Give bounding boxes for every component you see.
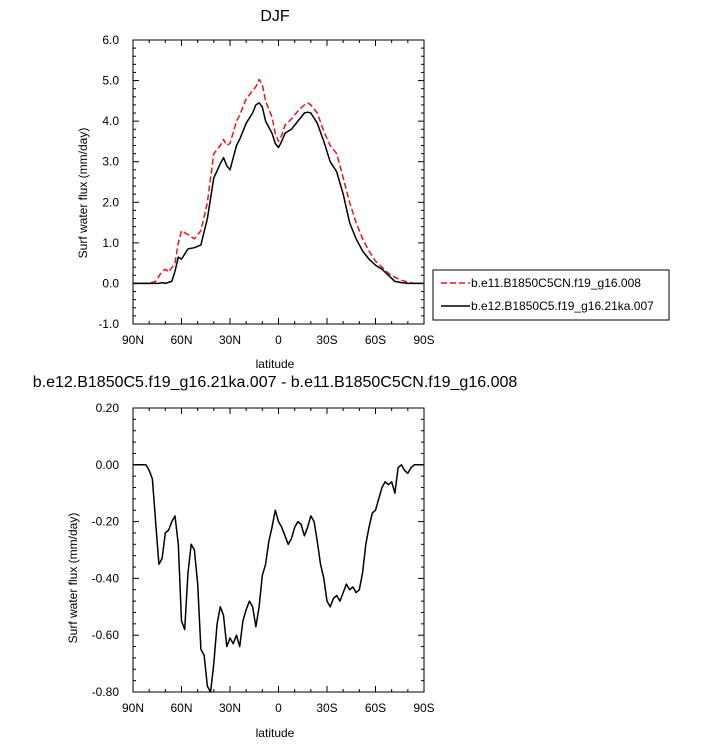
x-tick-label: 30N [219, 333, 241, 347]
y-tick-label: 6.0 [102, 33, 119, 47]
legend-entry-series-1: b.e12.B1850C5.f19_g16.21ka.007 [471, 299, 654, 313]
x-tick-label: 90S [413, 333, 434, 347]
y-tick-label: 3.0 [102, 155, 119, 169]
series-line-1 [133, 102, 424, 285]
x-tick-label: 30S [316, 333, 337, 347]
x-tick-label: 90N [122, 333, 144, 347]
x-tick-label: 90N [122, 701, 144, 715]
legend: b.e11.B1850C5CN.f19_g16.008 b.e12.B1850C… [432, 269, 670, 321]
bottom-x-axis-label: latitude [256, 726, 295, 740]
y-tick-label: -1.0 [98, 317, 119, 331]
top-x-axis-label: latitude [256, 357, 295, 371]
y-tick-label: -0.60 [92, 628, 120, 642]
y-tick-label: 4.0 [102, 114, 119, 128]
legend-entry-series-0: b.e11.B1850C5CN.f19_g16.008 [471, 276, 641, 290]
x-tick-label: 60S [365, 701, 386, 715]
y-tick-label: -0.80 [92, 685, 120, 699]
series-line-0 [133, 78, 424, 285]
x-tick-label: 0 [275, 333, 282, 347]
x-tick-label: 90S [413, 701, 434, 715]
bottom-chart-title: b.e12.B1850C5.f19_g16.21ka.007 - b.e11.B… [33, 374, 518, 391]
y-tick-label: 0.20 [96, 401, 120, 415]
y-tick-label: -0.40 [92, 571, 120, 585]
top-y-axis-label: Surf water flux (mm/day) [76, 128, 90, 259]
legend-box [432, 269, 670, 321]
plot-frame [132, 39, 425, 325]
bottom-y-axis-label: Surf water flux (mm/day) [66, 513, 80, 644]
series-line-0 [133, 464, 424, 693]
top-chart-title: DJF [260, 8, 290, 25]
bottom-plot-area: 90N 60N 30N 0 30S 60S 90S -0.80 -0.60 -0.40 -0.20 0… [92, 401, 435, 715]
y-tick-label: 1.0 [102, 236, 119, 250]
x-tick-label: 30N [219, 701, 241, 715]
y-tick-label: 0.00 [96, 458, 120, 472]
x-tick-label: 0 [275, 701, 282, 715]
y-tick-label: 5.0 [102, 74, 119, 88]
x-tick-label: 30S [316, 701, 337, 715]
plot-frame [132, 407, 425, 693]
x-tick-label: 60S [365, 333, 386, 347]
top-panel: DJF 90N 60N 30N 0 30S 60S 90S -1.0 0.0 1.0 2.0 3.0 4… [76, 8, 435, 371]
top-plot-area: 90N 60N 30N 0 30S 60S 90S -1.0 0.0 1.0 2.0 3.0 4.0 5.… [98, 33, 434, 347]
y-tick-label: -0.20 [92, 515, 120, 529]
x-tick-label: 60N [170, 701, 192, 715]
x-tick-label: 60N [170, 333, 192, 347]
y-tick-label: 2.0 [102, 195, 119, 209]
y-tick-label: 0.0 [102, 276, 119, 290]
bottom-panel: b.e12.B1850C5.f19_g16.21ka.007 - b.e11.B… [33, 374, 518, 740]
